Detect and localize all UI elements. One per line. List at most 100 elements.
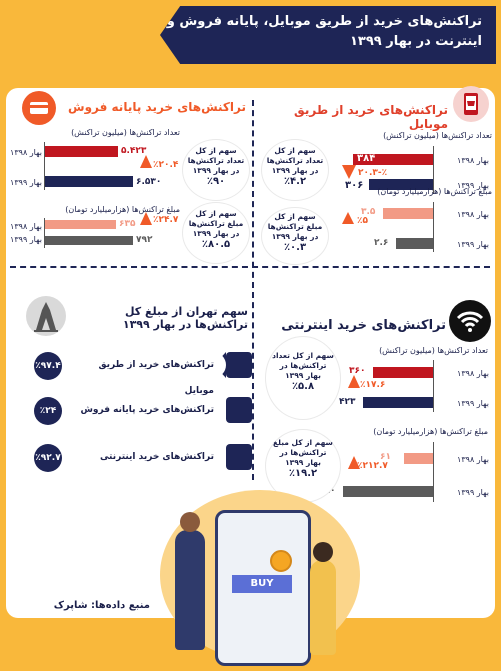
mobile-section-title: تراکنش‌های خرید از طریق موبایل <box>294 103 448 131</box>
pos-count-1399-value: ۶.۵۳۰ <box>136 177 162 187</box>
mobile-amount-1399-value: ۲.۶ <box>374 238 389 248</box>
internet-count-up-arrow <box>348 375 360 388</box>
pos-amount-1398-label: بهار ۱۳۹۸ <box>10 222 42 231</box>
pos-share-amount-text: سهم از کل مبلغ تراکنش‌ها در بهار ۱۳۹۹ <box>188 209 244 238</box>
mobile-amount-change: ٪۵ <box>357 216 368 226</box>
mobile-share-count: سهم از کل تعداد تراکنش‌ها در بهار ۱۳۹۹ ٪… <box>262 140 328 200</box>
pos-share-amount: سهم از کل مبلغ تراکنش‌ها در بهار ۱۳۹۹ ٪۸… <box>183 203 249 263</box>
pos-amount-1399-bar <box>45 236 133 245</box>
internet-count-1399-value: ۴۲۳ <box>339 397 356 407</box>
tehran-mobile-arrow-head <box>226 352 252 378</box>
horizontal-divider <box>10 266 490 268</box>
pos-count-1399-bar <box>45 176 133 187</box>
pos-amount-1399-value: ۷۹۲ <box>136 235 153 245</box>
mobile-count-change: ۲۰.۳-٪ <box>358 168 388 178</box>
internet-count-label: تعداد تراکنش‌ها (میلیون تراکنش) <box>379 346 488 355</box>
pos-section-title: تراکنش‌های خرید پایانه فروش <box>68 100 246 114</box>
page-title: تراکنش‌های خرید از طریق موبایل، پایانه ف… <box>160 6 496 64</box>
internet-amount-axis <box>433 442 434 502</box>
mobile-count-label: تعداد تراکنش‌ها (میلیون تراکنش) <box>383 131 492 140</box>
internet-share-count-text: سهم از کل تعداد تراکنش‌ها در بهار ۱۳۹۹ <box>272 351 334 380</box>
title-line-2: اینترنت در بهار ۱۳۹۹ <box>350 34 482 49</box>
pos-amount-change: ٪۲۴.۷ <box>153 215 179 225</box>
tehran-mobile-pill: تراکنش‌های خرید از طریق موبایل <box>76 352 226 396</box>
mobile-share-amount-text: سهم از کل مبلغ تراکنش‌ها در بهار ۱۳۹۹ <box>267 212 323 241</box>
mobile-share-amount-pct: ٪۰.۳ <box>283 242 307 253</box>
pos-count-label: تعداد تراکنش‌ها (میلیون تراکنش) <box>71 128 180 137</box>
cart-icon <box>453 86 489 122</box>
mobile-count-1398-bar <box>353 154 433 165</box>
mobile-amount-up-arrow <box>342 212 354 224</box>
azadi-tower-icon <box>26 296 66 336</box>
mobile-amount-1398-bar <box>383 208 433 219</box>
pos-share-amount-pct: ٪۸۰.۵ <box>201 239 231 250</box>
mobile-count-down-arrow <box>342 165 356 179</box>
internet-count-change: ٪۱۷.۶ <box>360 380 386 390</box>
mobile-count-1399-bar <box>369 179 433 190</box>
tehran-pos-pill-wrap: تراکنش‌های خرید پایانه فروش <box>76 397 252 423</box>
internet-amount-1398-value: ۶۱ <box>380 452 391 462</box>
internet-share-amount-pct: ٪۱۹.۲ <box>288 468 318 479</box>
mobile-amount-label: مبلغ تراکنش‌ها (هزارمیلیارد تومان) <box>377 187 492 196</box>
internet-amount-1398-label: بهار ۱۳۹۸ <box>457 455 489 464</box>
coin-icon <box>270 550 292 572</box>
shopping-illustration: BUY <box>150 480 370 671</box>
mobile-count-axis <box>433 146 434 194</box>
mobile-amount-axis <box>433 202 434 252</box>
person-right-head <box>313 542 333 562</box>
mobile-count-1399-label: بهار ۱۳۹۹ <box>457 181 489 190</box>
internet-count-axis <box>433 360 434 412</box>
tehran-internet-arrow-head <box>226 444 252 470</box>
pos-amount-axis <box>44 218 45 248</box>
tehran-mobile-pct: ٪۹۷.۴ <box>34 352 62 380</box>
internet-count-1398-label: بهار ۱۳۹۸ <box>457 369 489 378</box>
tehran-mobile-pill-wrap: تراکنش‌های خرید از طریق موبایل <box>76 352 252 396</box>
mobile-count-1398-label: بهار ۱۳۹۸ <box>457 156 489 165</box>
internet-share-count: سهم از کل تعداد تراکنش‌ها در بهار ۱۳۹۹ ٪… <box>266 337 340 419</box>
internet-section-title: تراکنش‌های خرید اینترنتی <box>281 318 446 333</box>
mobile-share-count-pct: ٪۴.۲ <box>283 176 307 187</box>
card-icon <box>22 91 56 125</box>
internet-amount-1398-bar <box>404 453 433 464</box>
internet-amount-up-arrow <box>348 456 360 469</box>
pos-count-1398-value: ۵.۴۲۳ <box>121 146 147 156</box>
pos-amount-1399-label: بهار ۱۳۹۹ <box>10 235 42 244</box>
tehran-section-title: سهم تهران از مبلغ کل تراکنش‌ها در بهار ۱… <box>122 305 248 331</box>
mobile-amount-1399-label: بهار ۱۳۹۹ <box>457 240 489 249</box>
pos-count-axis <box>44 142 45 190</box>
person-right <box>310 560 336 655</box>
pos-count-1398-label: بهار ۱۳۹۸ <box>10 148 42 157</box>
pos-share-count: سهم از کل تعداد تراکنش‌ها در بهار ۱۳۹۹ ٪… <box>183 140 249 200</box>
mobile-amount-1399-bar <box>396 238 433 249</box>
tehran-internet-pill: تراکنش‌های خرید اینترنتی <box>76 444 226 470</box>
vertical-divider <box>252 100 254 480</box>
pos-count-change: ٪۲۰.۴ <box>153 160 179 170</box>
pos-amount-1398-value: ۶۳۵ <box>119 219 136 229</box>
mobile-share-count-text: سهم از کل تعداد تراکنش‌ها در بهار ۱۳۹۹ <box>266 146 324 175</box>
mobile-count-1398-value: ۳۸۴ <box>357 153 376 164</box>
tehran-internet-pill-wrap: تراکنش‌های خرید اینترنتی <box>76 444 252 470</box>
title-line-1: تراکنش‌های خرید از طریق موبایل، پایانه ف… <box>166 14 482 29</box>
internet-amount-label: مبلغ تراکنش‌ها (هزارمیلیارد تومان) <box>373 427 488 436</box>
tehran-pos-pill: تراکنش‌های خرید پایانه فروش <box>76 397 226 423</box>
mobile-share-amount: سهم از کل مبلغ تراکنش‌ها در بهار ۱۳۹۹ ٪۰… <box>262 208 328 264</box>
pos-amount-label: مبلغ تراکنش‌ها (هزارمیلیارد تومان) <box>65 205 180 214</box>
tehran-pos-pct: ٪۲۴ <box>34 397 62 425</box>
internet-count-1398-bar <box>373 367 433 378</box>
mobile-amount-1398-label: بهار ۱۳۹۸ <box>457 210 489 219</box>
pos-amount-up-arrow <box>140 212 152 225</box>
person-left-head <box>180 512 200 532</box>
internet-amount-1399-label: بهار ۱۳۹۹ <box>457 488 489 497</box>
mobile-amount-1398-value: ۳.۵ <box>361 207 376 217</box>
internet-share-count-pct: ٪۵.۸ <box>291 381 315 392</box>
internet-count-1399-label: بهار ۱۳۹۹ <box>457 399 489 408</box>
pos-amount-1398-bar <box>45 220 116 229</box>
internet-share-amount-text: سهم از کل مبلغ تراکنش‌ها در بهار ۱۳۹۹ <box>273 438 333 467</box>
wifi-icon <box>449 300 491 342</box>
pos-count-up-arrow <box>140 155 152 168</box>
tehran-pos-arrow-head <box>226 397 252 423</box>
internet-share-amount: سهم از کل مبلغ تراکنش‌ها در بهار ۱۳۹۹ ٪۱… <box>266 430 340 502</box>
internet-amount-1399-bar <box>343 486 433 497</box>
pos-count-1398-bar <box>45 146 118 157</box>
mobile-count-1399-value: ۳۰۶ <box>345 180 364 191</box>
